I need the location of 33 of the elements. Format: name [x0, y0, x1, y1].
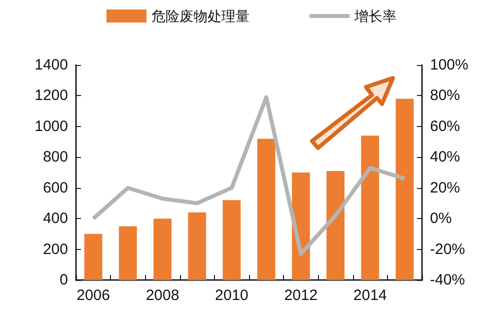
bar [222, 200, 241, 280]
legend-label: 增长率 [354, 8, 396, 24]
bar [396, 98, 414, 280]
x-tick-label: 2006 [76, 287, 110, 304]
y-tick-label: 0 [60, 272, 68, 288]
y2-tick-label: 60% [430, 118, 460, 135]
x-tick-label: 2012 [284, 287, 318, 304]
bar [326, 170, 344, 280]
bar [257, 138, 276, 280]
y-tick-label: 1200 [34, 87, 68, 104]
bar [188, 212, 206, 280]
y2-tick-label: 100% [430, 56, 468, 74]
y-tick-label: 1000 [34, 118, 68, 135]
y2-tick-label: 80% [430, 87, 460, 104]
y2-tick-label: 20% [430, 179, 460, 196]
bar [361, 136, 380, 280]
x-tick-label: 2014 [353, 287, 387, 304]
y-tick-label: 600 [42, 179, 68, 196]
line-series [91, 95, 407, 256]
y-tick-label: 200 [42, 240, 68, 258]
bar [154, 218, 172, 280]
y-tick-label: 400 [42, 210, 68, 228]
bar [84, 234, 102, 280]
y2-tick-label: 0% [430, 210, 452, 228]
y-tick-label: 800 [42, 148, 68, 166]
y2-tick-label: -20% [430, 240, 466, 258]
bar [118, 226, 137, 280]
x-tick-label: 2010 [215, 287, 248, 304]
legend-label: 危险废物处理量 [152, 8, 250, 24]
y2-tick-label: -40% [430, 272, 466, 288]
y-tick-label: 1400 [34, 56, 68, 74]
x-tick-label: 2008 [146, 287, 180, 304]
y2-tick-label: 40% [430, 148, 460, 166]
